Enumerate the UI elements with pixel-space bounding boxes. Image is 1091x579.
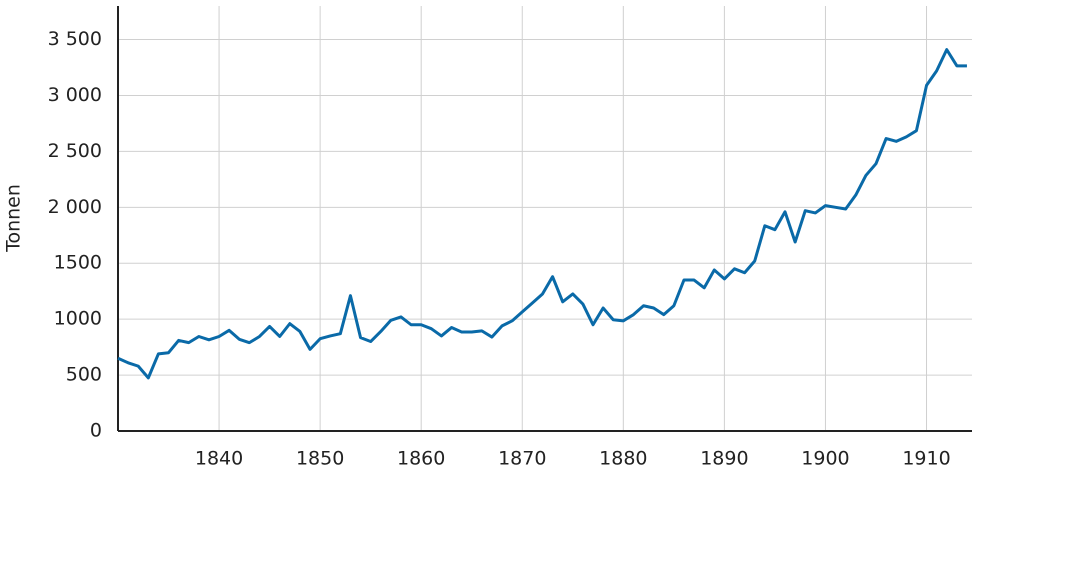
y-tick-label: 3 000 bbox=[48, 84, 102, 106]
x-tick-label: 1900 bbox=[801, 448, 849, 470]
y-tick-label: 2 500 bbox=[48, 140, 102, 162]
x-tick-label: 1860 bbox=[397, 448, 445, 470]
x-tick-label: 1880 bbox=[599, 448, 647, 470]
y-tick-label: 1000 bbox=[54, 308, 102, 330]
x-tick-label: 1850 bbox=[296, 448, 344, 470]
x-tick-label: 1870 bbox=[498, 448, 546, 470]
x-tick-label: 1890 bbox=[700, 448, 748, 470]
y-tick-label: 0 bbox=[90, 420, 102, 442]
x-tick-label: 1910 bbox=[902, 448, 950, 470]
line bbox=[117, 48, 967, 380]
y-tick-label: 500 bbox=[66, 364, 102, 386]
y-tick-label: 3 500 bbox=[48, 28, 102, 50]
x-tick-label: 1840 bbox=[195, 448, 243, 470]
y-axis-label: Tonnen bbox=[3, 184, 25, 253]
y-tick-label: 2 000 bbox=[48, 196, 102, 218]
y-tick-label: 1500 bbox=[54, 252, 102, 274]
